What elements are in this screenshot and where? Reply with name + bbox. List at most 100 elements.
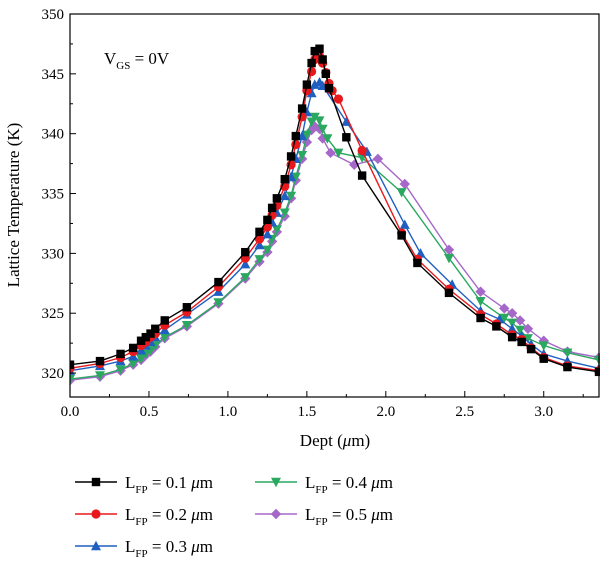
data-point (280, 174, 289, 184)
data-point (136, 336, 146, 345)
legend-label: LFP = 0.2 μm (125, 505, 213, 528)
data-point (562, 348, 573, 358)
data-point (315, 44, 324, 53)
y-tick-label: 350 (42, 7, 65, 23)
data-point (333, 148, 344, 159)
x-tick-label: 3.0 (534, 404, 553, 420)
data-point (302, 80, 312, 89)
y-tick-label: 325 (42, 306, 65, 322)
data-point (128, 359, 139, 369)
data-point (342, 133, 351, 142)
data-point (286, 191, 297, 202)
data-point (507, 323, 518, 333)
data-point (307, 58, 316, 68)
data-point (297, 104, 307, 113)
legend: LFP = 0.1 μm LFP = 0.2 μm LFP = 0.3 μm LFP … (75, 473, 393, 560)
data-point (314, 116, 325, 126)
data-point (443, 244, 455, 255)
data-point (522, 334, 533, 344)
ticks-layer: 0.0 0.5 1.0 1.5 2.0 2.5 3.0 320 325 330 335 340 345 3… (42, 7, 584, 420)
data-point (291, 131, 301, 141)
data-point (306, 87, 317, 98)
data-point (444, 288, 454, 298)
data-point (322, 134, 333, 144)
data-point (324, 84, 334, 93)
data-point (310, 46, 319, 56)
data-point (517, 337, 526, 347)
data-point (290, 153, 301, 164)
series-layer (70, 44, 600, 386)
data-point (475, 297, 486, 307)
data-point (325, 147, 336, 159)
legend-entry-1: LFP = 0.1 μm (75, 473, 213, 496)
y-tick-label: 320 (42, 366, 65, 382)
data-point (267, 203, 277, 213)
data-point (396, 188, 407, 198)
data-point (514, 315, 526, 326)
data-point (240, 273, 251, 283)
legend-entry-3: LFP = 0.3 μm (75, 537, 213, 560)
data-point (538, 341, 549, 351)
vgs-annotation: VGS = 0V (104, 49, 170, 72)
legend-marker (91, 540, 101, 551)
data-point (499, 313, 510, 324)
legend-marker (271, 477, 281, 488)
data-point (159, 332, 170, 343)
data-point (357, 171, 367, 180)
data-point (563, 362, 572, 372)
data-point (301, 130, 312, 141)
data-point (476, 313, 485, 323)
data-point (506, 308, 518, 319)
data-point (526, 344, 536, 354)
data-point (397, 231, 406, 240)
legend-label: LFP = 0.4 μm (305, 473, 393, 496)
data-point (341, 116, 352, 126)
data-point (515, 325, 526, 336)
data-point (499, 303, 510, 314)
data-point (272, 194, 282, 203)
data-point (95, 371, 106, 381)
data-point (279, 190, 290, 201)
legend-marker (91, 509, 101, 519)
data-point (181, 320, 192, 331)
x-tick-label: 2.0 (376, 404, 395, 420)
data-point (309, 112, 320, 123)
data-point (309, 79, 320, 89)
legend-label: LFP = 0.1 μm (125, 473, 213, 496)
data-point (372, 153, 384, 165)
data-point (279, 208, 290, 218)
legend-label: LFP = 0.3 μm (125, 537, 213, 560)
data-point (522, 323, 534, 334)
data-point (262, 245, 273, 255)
data-point (262, 229, 273, 239)
data-point (297, 151, 308, 161)
data-point (262, 222, 272, 232)
data-point (399, 219, 410, 229)
data-point (317, 124, 328, 135)
data-point (443, 253, 454, 264)
data-point (182, 303, 192, 312)
x-tick-label: 0.0 (61, 404, 80, 420)
data-point (594, 367, 600, 377)
x-axis-title: Dept (μm) (300, 431, 370, 450)
data-point (254, 239, 265, 250)
legend-marker (91, 477, 101, 487)
data-point (146, 329, 155, 338)
data-point (321, 69, 331, 79)
data-point (254, 234, 265, 244)
data-point (507, 318, 518, 328)
data-point (136, 354, 147, 364)
data-point (333, 94, 344, 104)
data-point (507, 332, 517, 342)
data-point (290, 172, 301, 182)
plot-frame (69, 13, 600, 398)
y-tick-label: 340 (42, 127, 65, 143)
data-point (141, 332, 150, 342)
x-tick-label: 0.5 (140, 404, 159, 420)
y-tick-label: 330 (42, 246, 65, 262)
data-point (492, 322, 501, 331)
legend-marker (270, 508, 282, 520)
data-point (116, 349, 125, 359)
data-point (399, 178, 410, 190)
